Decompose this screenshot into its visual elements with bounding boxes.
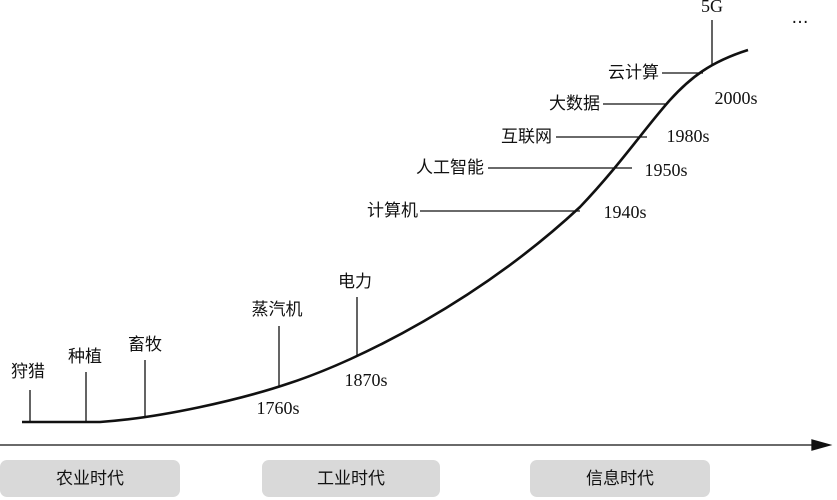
milestone-label: 狩猎: [11, 362, 45, 382]
milestone-label: 人工智能: [416, 158, 484, 178]
milestone-label: 种植: [68, 347, 102, 367]
ellipsis: …: [792, 8, 809, 28]
axis-arrow: [811, 439, 833, 451]
year-label: 1940s: [603, 202, 646, 222]
era-label: 农业时代: [56, 469, 124, 489]
era-box: [262, 460, 440, 497]
year-label: 2000s: [714, 88, 757, 108]
year-label: 1950s: [644, 160, 687, 180]
growth-curve: [22, 48, 749, 424]
milestone-label: 畜牧: [128, 335, 162, 355]
year-label: 1980s: [666, 126, 709, 146]
milestone-label: 蒸汽机: [252, 300, 303, 320]
milestone-label: 5G: [701, 0, 723, 16]
milestone-label: 云计算: [608, 63, 659, 83]
era-box: [0, 460, 180, 497]
milestone-label: 计算机: [367, 201, 418, 221]
year-label: 1870s: [344, 370, 387, 390]
era-label: 信息时代: [586, 469, 654, 489]
milestone-label: 互联网: [501, 127, 552, 147]
era-label: 工业时代: [317, 469, 385, 489]
era-box: [530, 460, 710, 497]
year-label: 1760s: [256, 398, 299, 418]
milestone-label: 大数据: [549, 94, 600, 114]
milestone-label: 电力: [338, 272, 372, 292]
